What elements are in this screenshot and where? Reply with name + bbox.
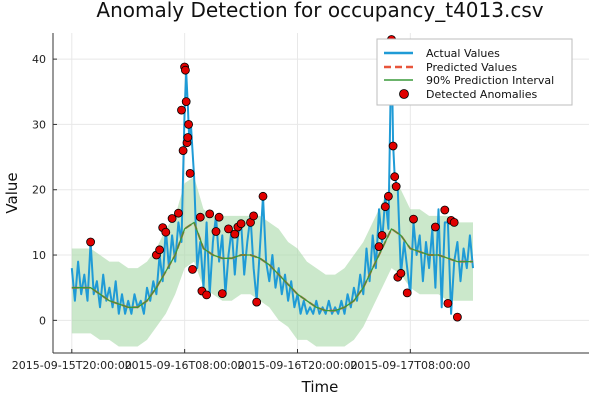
anomaly-point: [383, 191, 393, 201]
anomaly-point: [211, 227, 221, 236]
anomaly-point: [377, 230, 387, 240]
legend-actual-label: Actual Values: [426, 47, 500, 60]
x-axis-label: Time: [301, 378, 339, 396]
y-tick-label: 10: [32, 249, 46, 262]
anomaly-point: [188, 264, 197, 274]
actual-values-line: [70, 38, 474, 315]
anomaly-point: [173, 208, 183, 218]
anomaly-point: [390, 172, 400, 182]
anomaly-point: [409, 214, 418, 224]
anomaly-point: [202, 290, 212, 300]
anomaly-point: [443, 298, 453, 308]
anomaly-point: [236, 219, 246, 229]
x-tick-label: 2015-09-16T20:00:00: [237, 359, 357, 372]
anomaly-point: [184, 120, 194, 129]
anomaly-point: [195, 212, 205, 222]
legend-predicted-label: Predicted Values: [426, 61, 517, 74]
anomaly-point: [161, 227, 171, 237]
anomaly-point: [224, 224, 233, 234]
y-tick-label: 40: [32, 53, 46, 66]
y-tick-label: 0: [39, 314, 46, 327]
anomaly-point: [214, 212, 224, 222]
x-tick-label: 2015-09-15T20:00:00: [12, 359, 132, 372]
anomaly-point: [430, 222, 440, 232]
legend-interval-label: 90% Prediction Interval: [426, 74, 554, 87]
anomaly-point: [167, 214, 177, 223]
anomaly-point: [452, 312, 462, 322]
legend: Actual Values Predicted Values 90% Predi…: [376, 38, 573, 106]
anomaly-point: [180, 65, 190, 75]
y-tick-label: 20: [32, 184, 46, 197]
prediction-interval-midline: [71, 221, 473, 312]
anomaly-point: [402, 288, 412, 298]
series-line-layer: [70, 38, 474, 315]
anomaly-point: [178, 146, 188, 156]
anomaly-point: [217, 289, 227, 299]
legend-anomaly-label: Detected Anomalies: [426, 88, 537, 101]
anomaly-point: [86, 237, 95, 247]
anomaly-point: [449, 217, 459, 227]
anomaly-point: [177, 105, 186, 115]
anomaly-point: [181, 97, 191, 106]
anomaly-point: [185, 168, 195, 178]
y-tick-label: 30: [32, 118, 46, 131]
legend-anomaly-swatch: [399, 89, 409, 99]
anomaly-point: [258, 191, 268, 201]
anomaly-point-layer: [86, 35, 462, 322]
anomaly-point: [205, 209, 215, 219]
x-axis-ticks: 2015-09-15T20:00:002015-09-16T08:00:0020…: [12, 349, 470, 372]
anomaly-point: [183, 133, 193, 142]
anomaly-point: [155, 245, 165, 255]
chart-title: Anomaly Detection for occupancy_t4013.cs…: [96, 0, 543, 22]
anomaly-point: [440, 205, 450, 215]
legend-box: [376, 38, 573, 106]
y-axis-label: Value: [3, 172, 21, 213]
y-axis-ticks: 0 10 20 30 40: [32, 53, 57, 327]
anomaly-point: [388, 141, 398, 151]
anomaly-point: [380, 202, 390, 212]
x-tick-label: 2015-09-17T08:00:00: [350, 359, 470, 372]
anomaly-point: [391, 182, 401, 191]
anomaly-point: [374, 242, 384, 252]
anomaly-point: [249, 211, 259, 221]
x-tick-label: 2015-09-16T08:00:00: [125, 359, 245, 372]
anomaly-point: [396, 268, 406, 278]
anomaly-point: [252, 297, 262, 307]
